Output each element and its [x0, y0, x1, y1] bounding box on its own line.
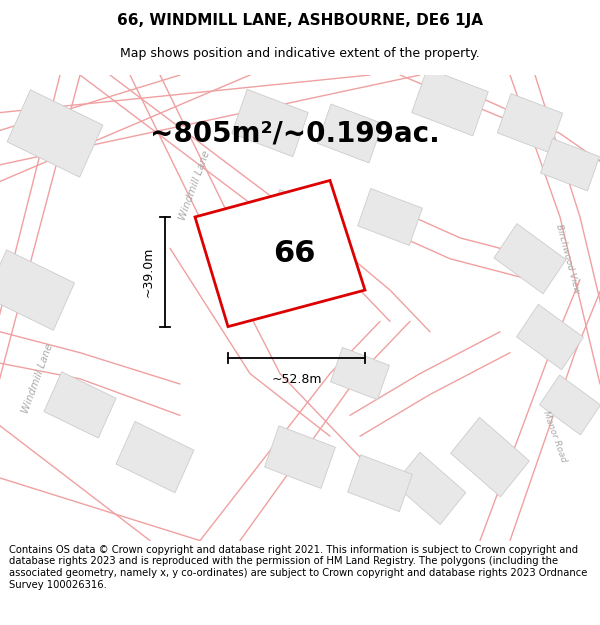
Polygon shape: [494, 224, 566, 294]
Text: Map shows position and indicative extent of the property.: Map shows position and indicative extent…: [120, 48, 480, 61]
Polygon shape: [451, 418, 529, 497]
Polygon shape: [44, 372, 116, 438]
Text: ~805m²/~0.199ac.: ~805m²/~0.199ac.: [150, 119, 440, 148]
Polygon shape: [116, 421, 194, 492]
Polygon shape: [0, 250, 74, 330]
Polygon shape: [394, 452, 466, 524]
Polygon shape: [517, 304, 583, 370]
Polygon shape: [265, 426, 335, 488]
Text: Windmill Lane: Windmill Lane: [178, 149, 212, 222]
Text: Birchwood View: Birchwood View: [554, 223, 581, 294]
Text: Contains OS data © Crown copyright and database right 2021. This information is : Contains OS data © Crown copyright and d…: [9, 545, 587, 589]
Text: 66: 66: [273, 239, 316, 268]
Polygon shape: [331, 348, 389, 399]
Polygon shape: [347, 455, 412, 512]
Polygon shape: [412, 69, 488, 136]
Text: Manor Road: Manor Road: [542, 409, 568, 463]
Polygon shape: [7, 90, 103, 177]
Polygon shape: [358, 189, 422, 246]
Text: Windmill Lane: Windmill Lane: [21, 342, 55, 415]
Polygon shape: [317, 104, 383, 163]
Polygon shape: [497, 94, 563, 152]
Polygon shape: [265, 189, 325, 244]
Polygon shape: [541, 139, 599, 191]
Text: 66, WINDMILL LANE, ASHBOURNE, DE6 1JA: 66, WINDMILL LANE, ASHBOURNE, DE6 1JA: [117, 12, 483, 28]
Text: ~39.0m: ~39.0m: [142, 247, 155, 297]
Text: ~52.8m: ~52.8m: [271, 372, 322, 386]
Polygon shape: [232, 89, 308, 157]
Polygon shape: [195, 181, 365, 327]
Polygon shape: [539, 375, 600, 435]
